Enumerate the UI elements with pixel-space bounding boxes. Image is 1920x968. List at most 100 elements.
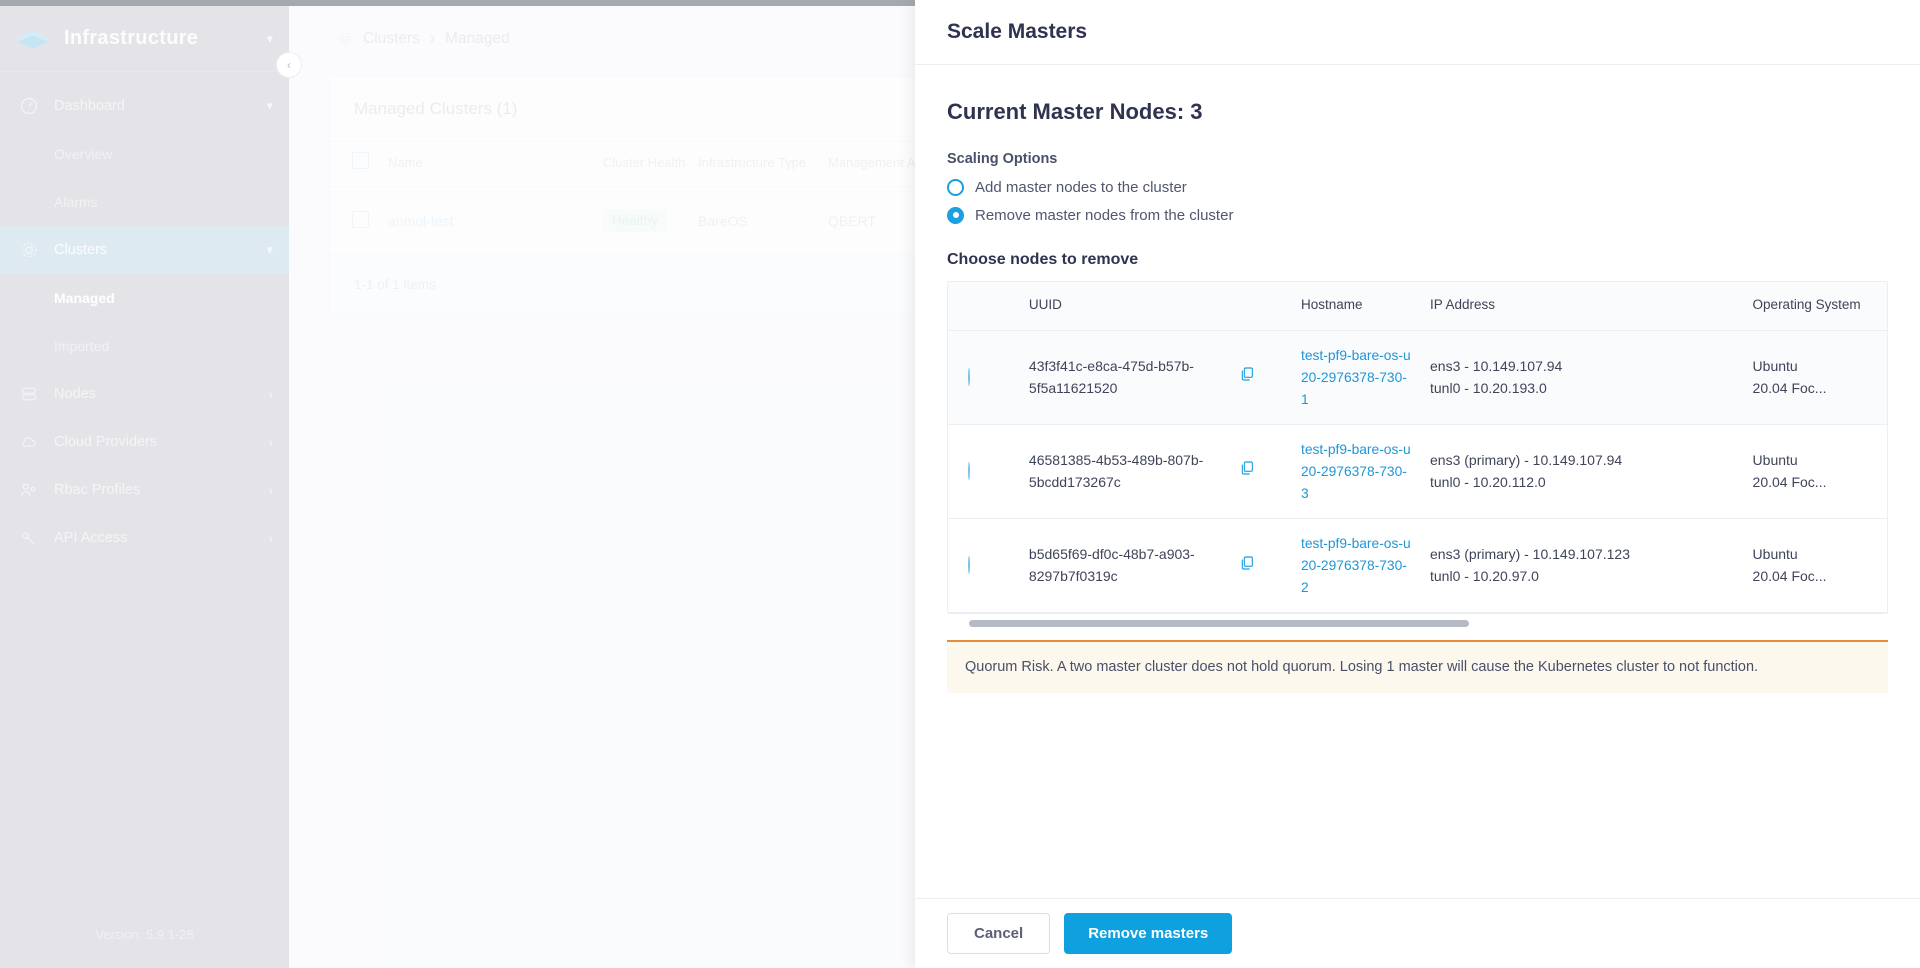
cell-name: anmol-test bbox=[388, 186, 603, 255]
column-ip-address[interactable]: IP Address bbox=[1422, 282, 1745, 332]
row-checkbox-cell bbox=[330, 186, 388, 255]
sidebar-item-imported[interactable]: Imported bbox=[0, 322, 289, 370]
breadcrumb-root[interactable]: Clusters bbox=[363, 30, 420, 47]
brand-title: Infrastructure bbox=[64, 27, 199, 49]
row-radio-icon[interactable] bbox=[968, 367, 970, 386]
chevron-down-icon[interactable]: ▾ bbox=[266, 30, 273, 46]
radio-label: Add master nodes to the cluster bbox=[975, 178, 1187, 196]
cell-copy bbox=[1231, 330, 1293, 426]
cell-uuid: 46581385-4b53-489b-807b-5bcdd173267c bbox=[1020, 424, 1232, 520]
cloud-icon bbox=[22, 437, 36, 447]
cell-ip-address: ens3 (primary) - 10.149.107.94 tunl0 - 1… bbox=[1422, 424, 1745, 520]
chevron-down-icon: ▾ bbox=[266, 98, 273, 113]
cell-operating-system: Ubuntu 20.04 Foc... bbox=[1744, 518, 1887, 614]
copy-icon[interactable] bbox=[1239, 555, 1255, 571]
os-line-1: Ubuntu bbox=[1752, 358, 1798, 375]
sidebar-nav: Dashboard ▾ Overview Alarms Clusters ▾ bbox=[0, 72, 289, 562]
row-radio-icon[interactable] bbox=[968, 461, 970, 480]
row-checkbox[interactable] bbox=[352, 210, 369, 228]
cell-hostname: test-pf9-bare-os-u20-2976378-730-3 bbox=[1292, 424, 1422, 520]
sidebar-item-clusters[interactable]: Clusters ▾ bbox=[0, 226, 289, 274]
column-operating-system[interactable]: Operating System bbox=[1744, 282, 1887, 332]
radio-icon-selected[interactable] bbox=[947, 206, 964, 224]
select-all-header bbox=[330, 141, 388, 187]
copy-icon[interactable] bbox=[1239, 460, 1255, 476]
cell-copy bbox=[1231, 424, 1293, 520]
ip-line-1: ens3 - 10.149.107.94 bbox=[1430, 358, 1563, 375]
brand[interactable]: Infrastructure ▾ bbox=[0, 6, 289, 72]
select-all-checkbox[interactable] bbox=[352, 152, 369, 169]
breadcrumb-separator: › bbox=[429, 30, 436, 47]
row-select-cell bbox=[948, 424, 1021, 520]
table-horizontal-scrollbar[interactable] bbox=[947, 616, 1888, 630]
sidebar-item-label: Alarms bbox=[54, 194, 98, 210]
table-row[interactable]: 46581385-4b53-489b-807b-5bcdd173267c tes… bbox=[948, 424, 1887, 520]
status-badge: Healthy bbox=[603, 209, 667, 232]
row-select-cell bbox=[948, 330, 1021, 426]
current-master-nodes: Current Master Nodes: 3 bbox=[947, 99, 1203, 124]
column-infrastructure-type[interactable]: Infrastructure Type bbox=[698, 141, 828, 187]
cell-operating-system: Ubuntu 20.04 Foc... bbox=[1744, 330, 1887, 426]
sidebar-item-label: Managed bbox=[54, 290, 115, 306]
sidebar-item-cloud-providers[interactable]: Cloud Providers › bbox=[0, 418, 289, 466]
ip-line-2: tunl0 - 10.20.112.0 bbox=[1430, 473, 1546, 490]
os-line-2: 20.04 Foc... bbox=[1752, 567, 1827, 584]
radio-label: Remove master nodes from the cluster bbox=[975, 206, 1234, 224]
cluster-gear-icon bbox=[338, 32, 352, 46]
column-hostname[interactable]: Hostname bbox=[1292, 282, 1422, 332]
cell-copy bbox=[1231, 518, 1293, 614]
pagination-summary: 1-1 of 1 items bbox=[354, 277, 436, 292]
ip-line-2: tunl0 - 10.20.97.0 bbox=[1430, 567, 1539, 584]
os-line-2: 20.04 Foc... bbox=[1752, 473, 1827, 490]
ip-line-1: ens3 (primary) - 10.149.107.94 bbox=[1430, 452, 1623, 469]
sidebar-item-rbac-profiles[interactable]: Rbac Profiles › bbox=[0, 466, 289, 514]
sidebar-item-overview[interactable]: Overview bbox=[0, 130, 289, 178]
column-name[interactable]: Name bbox=[388, 141, 603, 187]
table-row[interactable]: b5d65f69-df0c-48b7-a903-8297b7f0319c tes… bbox=[948, 518, 1887, 614]
chevron-left-icon: ‹ bbox=[287, 58, 291, 72]
radio-icon[interactable] bbox=[947, 178, 964, 196]
row-select-cell bbox=[948, 518, 1021, 614]
sidebar-collapse-button[interactable]: ‹ bbox=[276, 52, 302, 78]
os-line-2: 20.04 Foc... bbox=[1752, 379, 1827, 396]
row-radio-icon[interactable] bbox=[968, 556, 970, 575]
scrollbar-thumb[interactable] bbox=[969, 620, 1469, 628]
sidebar-item-managed[interactable]: Managed bbox=[0, 274, 289, 322]
radio-option-add-masters[interactable]: Add master nodes to the cluster bbox=[947, 173, 1888, 201]
sidebar-item-nodes[interactable]: Nodes › bbox=[0, 370, 289, 418]
chevron-right-icon: › bbox=[268, 482, 273, 498]
key-icon bbox=[22, 532, 35, 545]
column-uuid[interactable]: UUID bbox=[1020, 282, 1232, 332]
table-row[interactable]: 43f3f41c-e8ca-475d-b57b-5f5a11621520 tes… bbox=[948, 330, 1887, 426]
ip-line-1: ens3 (primary) - 10.149.107.123 bbox=[1430, 546, 1630, 563]
dialog-title: Scale Masters bbox=[947, 20, 1088, 43]
gauge-icon bbox=[20, 97, 38, 115]
chevron-down-icon: ▾ bbox=[266, 242, 273, 257]
os-line-1: Ubuntu bbox=[1752, 452, 1798, 469]
layers-diamond-icon bbox=[16, 27, 52, 51]
column-cluster-health[interactable]: Cluster Health bbox=[603, 141, 698, 187]
column-copy bbox=[1231, 282, 1293, 332]
nodes-table: UUID Hostname IP Address Operating Syste… bbox=[948, 282, 1887, 614]
hostname-link[interactable]: test-pf9-bare-os-u20-2976378-730-2 bbox=[1300, 536, 1411, 595]
chevron-right-icon: › bbox=[268, 386, 273, 402]
sidebar-item-label: Rbac Profiles bbox=[54, 482, 141, 498]
hostname-link[interactable]: test-pf9-bare-os-u20-2976378-730-1 bbox=[1300, 348, 1411, 407]
cell-uuid: 43f3f41c-e8ca-475d-b57b-5f5a11621520 bbox=[1020, 330, 1232, 426]
hostname-link[interactable]: test-pf9-bare-os-u20-2976378-730-3 bbox=[1300, 442, 1411, 501]
copy-icon[interactable] bbox=[1239, 366, 1255, 382]
sidebar-item-label: Imported bbox=[54, 338, 110, 354]
cell-ip-address: ens3 - 10.149.107.94 tunl0 - 10.20.193.0 bbox=[1422, 330, 1745, 426]
sidebar-item-dashboard[interactable]: Dashboard ▾ bbox=[0, 82, 289, 130]
sidebar-item-alarms[interactable]: Alarms bbox=[0, 178, 289, 226]
remove-masters-button[interactable]: Remove masters bbox=[1064, 913, 1233, 954]
sidebar-item-api-access[interactable]: API Access › bbox=[0, 514, 289, 562]
cluster-name-link[interactable]: anmol-test bbox=[388, 212, 454, 229]
cancel-button[interactable]: Cancel bbox=[947, 913, 1051, 954]
breadcrumb-current: Managed bbox=[445, 30, 510, 47]
scaling-options-label: Scaling Options bbox=[947, 151, 1058, 167]
os-line-1: Ubuntu bbox=[1752, 546, 1798, 563]
radio-option-remove-masters[interactable]: Remove master nodes from the cluster bbox=[947, 201, 1888, 229]
servers-icon bbox=[21, 387, 37, 401]
